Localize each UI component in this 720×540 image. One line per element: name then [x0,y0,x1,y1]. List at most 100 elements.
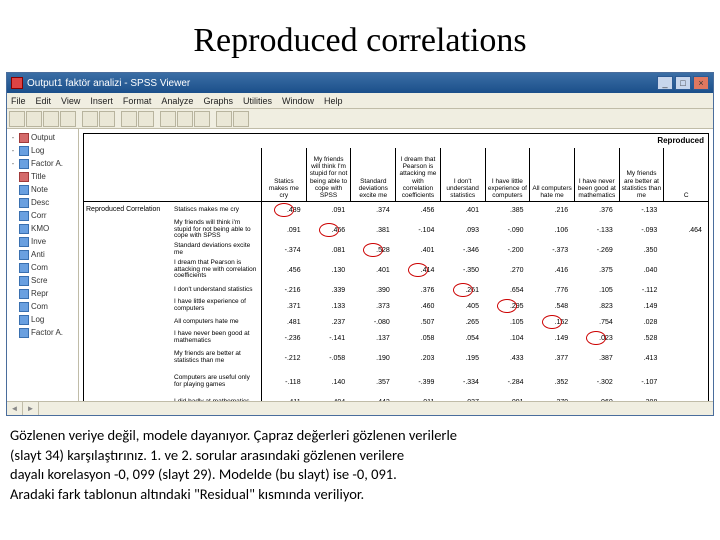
tool-redo-icon[interactable] [99,111,115,127]
tree-node[interactable]: Com [9,300,76,313]
cell [663,282,708,298]
output-viewer[interactable]: Reproduced Statics makes me cryMy friend… [79,129,713,415]
cell: .137 [351,330,396,346]
tool-goto-icon[interactable] [121,111,137,127]
cell: .350 [619,242,664,258]
table-row: All computers hate me.481.237-.080.507.2… [84,314,708,330]
cell: -.093 [619,218,664,242]
tree-node[interactable]: KMO [9,222,76,235]
menu-window[interactable]: Window [282,96,314,106]
window-title: Output1 faktör analizi - SPSS Viewer [27,78,190,89]
menu-edit[interactable]: Edit [36,96,52,106]
column-header: All computers hate me [530,148,575,201]
toolbar [7,109,713,129]
tree-node[interactable]: -Output [9,131,76,144]
cell: .456 [262,258,307,282]
tree-node[interactable]: Com [9,261,76,274]
tool-open-icon[interactable] [9,111,25,127]
maximize-button[interactable]: □ [675,76,691,90]
tree-blue-icon [19,263,29,273]
cell: .028 [619,314,664,330]
cell [663,330,708,346]
highlight-circle-icon [274,203,294,217]
tree-node[interactable]: Factor A. [9,326,76,339]
menu-format[interactable]: Format [123,96,152,106]
menu-insert[interactable]: Insert [90,96,113,106]
outline-pane[interactable]: -Output-Log-Factor A.TitleNote Desc CorrKM… [7,129,79,415]
cell: -.350 [440,258,485,282]
cell: -.399 [396,370,441,394]
cell: .374 [351,202,396,218]
status-back-icon[interactable]: ◄ [7,402,23,415]
tree-blue-icon [19,224,29,234]
cell: -.334 [440,370,485,394]
table-row: I have never been good at mathematics-.2… [84,330,708,346]
tree-node[interactable]: Corr [9,209,76,222]
tool-table-icon[interactable] [177,111,193,127]
cell: .413 [619,346,664,370]
tree-node[interactable]: Note [9,183,76,196]
cell: .352 [530,370,575,394]
tree-node[interactable]: Scre [9,274,76,287]
row-sidelabel [84,282,172,298]
column-header: Statics makes me cry [262,148,307,201]
menu-analyze[interactable]: Analyze [161,96,193,106]
tree-label: Desc [31,198,49,207]
menu-help[interactable]: Help [324,96,343,106]
cell: .654 [485,282,530,298]
tool-export-icon[interactable] [60,111,76,127]
tree-node[interactable]: Title [9,170,76,183]
tree-node[interactable]: Desc [9,196,76,209]
cell: .481 [262,314,307,330]
status-fwd-icon[interactable]: ► [23,402,39,415]
slide: Reproduced correlations Output1 faktör a… [0,0,720,540]
tree-blue-icon [19,185,29,195]
tool-select-icon[interactable] [216,111,232,127]
row-sidelabel [84,242,172,258]
table-row: My friends will think i'm stupid for not… [84,218,708,242]
tool-find-icon[interactable] [138,111,154,127]
table-row: I don't understand statistics-.216.339.3… [84,282,708,298]
highlight-circle-icon [408,263,428,277]
cell: .216 [530,202,575,218]
tree-node[interactable]: Anti [9,248,76,261]
menu-view[interactable]: View [61,96,80,106]
tool-save-icon[interactable] [26,111,42,127]
tool-zoom-icon[interactable] [233,111,249,127]
tree-label: Com [31,263,48,272]
tree-node[interactable]: -Factor A. [9,157,76,170]
cell: .401 [396,242,441,258]
tree-node[interactable]: Log [9,313,76,326]
minimize-button[interactable]: _ [657,76,673,90]
tree-node[interactable]: Repr [9,287,76,300]
cell: .093 [440,218,485,242]
cell: .339 [307,282,352,298]
highlight-circle-icon [363,243,383,257]
table-row: Standard deviations excite me-.374.081.5… [84,242,708,258]
menu-utilities[interactable]: Utilities [243,96,272,106]
menu-graphs[interactable]: Graphs [203,96,233,106]
highlight-circle-icon [453,283,473,297]
row-label: All computers hate me [172,314,262,330]
cell: .466 [307,218,352,242]
cell: .190 [351,346,396,370]
menu-file[interactable]: File [11,96,26,106]
tool-text-icon[interactable] [194,111,210,127]
row-label: My friends are better at statistics than… [172,346,262,370]
cell: .433 [485,346,530,370]
cell: .381 [351,218,396,242]
cell: -.133 [619,202,664,218]
close-button[interactable]: × [693,76,709,90]
spss-viewer-window: Output1 faktör analizi - SPSS Viewer _ □… [6,72,714,416]
cell: .401 [351,258,396,282]
tree-node[interactable]: -Log [9,144,76,157]
tree-node[interactable]: Inve [9,235,76,248]
tool-chart-icon[interactable] [160,111,176,127]
cell: -.269 [574,242,619,258]
tool-undo-icon[interactable] [82,111,98,127]
cell: -.346 [440,242,485,258]
cell: -.118 [262,370,307,394]
tool-print-icon[interactable] [43,111,59,127]
row-sidelabel [84,370,172,394]
cell: .295 [485,298,530,314]
